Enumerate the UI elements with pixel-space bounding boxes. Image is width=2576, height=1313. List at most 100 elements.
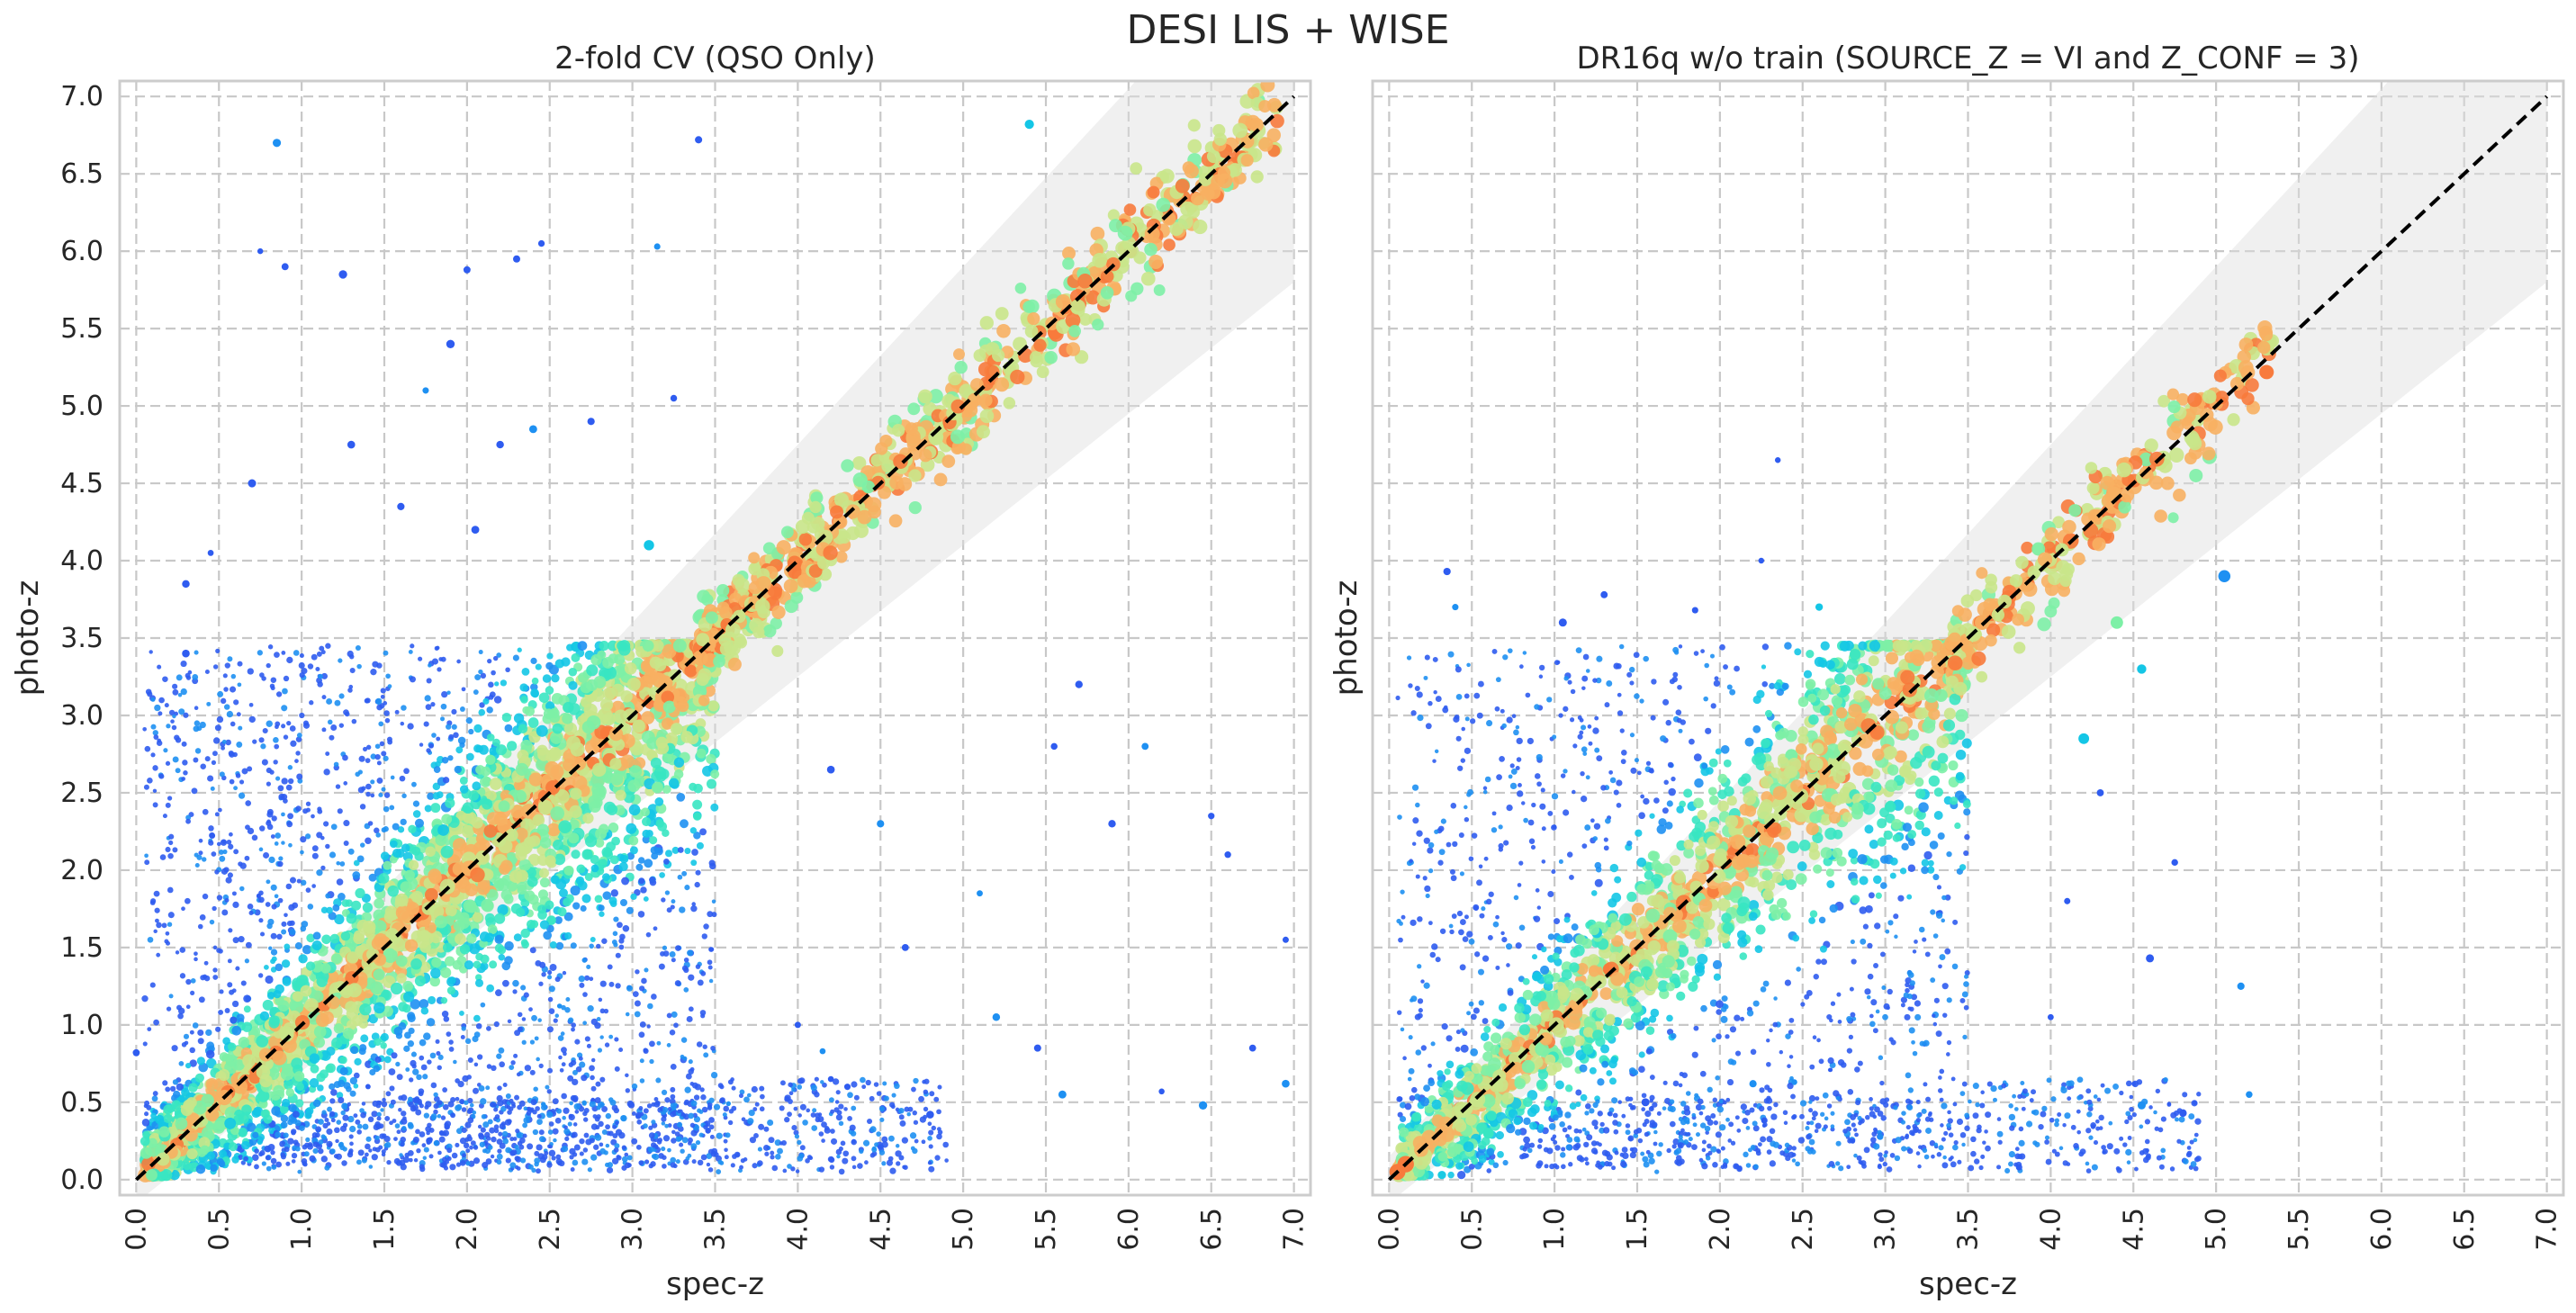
data-point — [603, 666, 617, 679]
data-point — [298, 954, 308, 964]
data-point — [602, 873, 610, 882]
data-point — [749, 1137, 757, 1144]
data-point — [601, 1129, 608, 1135]
data-point — [599, 1147, 607, 1155]
data-point — [626, 1100, 634, 1108]
data-point — [164, 703, 169, 708]
data-point — [613, 916, 619, 922]
data-point — [459, 776, 468, 785]
data-point — [338, 1079, 346, 1088]
data-point — [231, 1025, 242, 1036]
data-point — [446, 1147, 453, 1154]
data-point — [810, 1112, 816, 1118]
data-point — [760, 1093, 765, 1100]
data-point — [407, 723, 414, 730]
data-point — [615, 789, 626, 801]
data-point — [283, 734, 289, 740]
data-point — [329, 851, 337, 859]
data-point — [312, 1141, 319, 1147]
data-point — [305, 887, 311, 894]
data-point — [568, 667, 578, 677]
data-point — [626, 906, 634, 914]
data-point — [788, 1091, 794, 1096]
data-point — [263, 1114, 273, 1124]
data-point — [513, 779, 526, 791]
data-point — [589, 1101, 596, 1108]
data-point — [708, 947, 714, 952]
data-point — [651, 1120, 656, 1125]
data-point — [834, 1100, 840, 1104]
data-point — [142, 726, 148, 732]
data-point — [561, 1062, 566, 1067]
data-point — [337, 893, 346, 901]
data-point — [576, 864, 586, 874]
data-point — [386, 736, 392, 742]
data-point — [264, 1145, 271, 1153]
data-point — [431, 957, 442, 968]
data-point — [453, 732, 459, 739]
data-point — [181, 1042, 187, 1048]
data-point — [603, 848, 613, 858]
data-point — [440, 716, 446, 722]
data-point — [661, 1089, 668, 1095]
data-point — [326, 1063, 336, 1074]
data-point — [684, 847, 691, 855]
data-point — [687, 1141, 692, 1146]
data-point — [258, 918, 264, 923]
data-point — [609, 772, 624, 786]
data-point — [522, 1133, 527, 1138]
data-point — [626, 1155, 633, 1161]
data-point — [400, 1136, 406, 1143]
data-point — [662, 829, 670, 838]
data-point — [1260, 81, 1275, 93]
data-point — [474, 674, 482, 681]
data-point — [190, 977, 196, 984]
data-point — [708, 978, 714, 984]
data-point — [727, 1079, 734, 1085]
data-point — [383, 826, 389, 832]
data-point — [140, 1136, 150, 1147]
data-point — [159, 854, 167, 860]
data-point — [1163, 238, 1175, 251]
data-point — [590, 1154, 598, 1161]
data-point — [252, 1131, 259, 1139]
data-point — [608, 1130, 614, 1137]
data-point — [710, 769, 720, 779]
data-point — [427, 1059, 432, 1065]
data-point — [668, 778, 680, 788]
data-point — [238, 1036, 250, 1048]
data-point — [546, 1089, 552, 1094]
data-point — [581, 1158, 589, 1165]
data-point — [480, 672, 487, 679]
data-point — [582, 1111, 588, 1117]
data-point — [598, 859, 608, 868]
data-point — [168, 833, 175, 840]
data-point — [661, 717, 674, 730]
data-point — [553, 1138, 557, 1143]
data-point — [430, 967, 441, 979]
data-point — [150, 1112, 157, 1120]
data-point — [596, 1114, 601, 1120]
data-point — [378, 792, 383, 797]
data-point — [487, 924, 498, 935]
data-point — [676, 1136, 682, 1142]
data-point — [436, 1051, 441, 1057]
data-point — [634, 775, 645, 787]
data-point — [710, 1045, 716, 1051]
data-point — [211, 760, 217, 765]
data-point — [739, 1165, 743, 1170]
data-point — [513, 933, 522, 942]
data-point — [325, 893, 331, 899]
data-point — [908, 469, 922, 482]
data-point — [609, 855, 619, 865]
data-point — [601, 938, 608, 945]
data-point — [371, 1154, 378, 1161]
data-point — [185, 814, 192, 821]
data-point — [637, 911, 645, 918]
data-point — [295, 805, 302, 812]
data-point — [1156, 197, 1171, 212]
data-point — [198, 838, 203, 843]
data-point — [494, 934, 504, 945]
data-point — [189, 1030, 194, 1035]
data-point — [194, 862, 200, 868]
